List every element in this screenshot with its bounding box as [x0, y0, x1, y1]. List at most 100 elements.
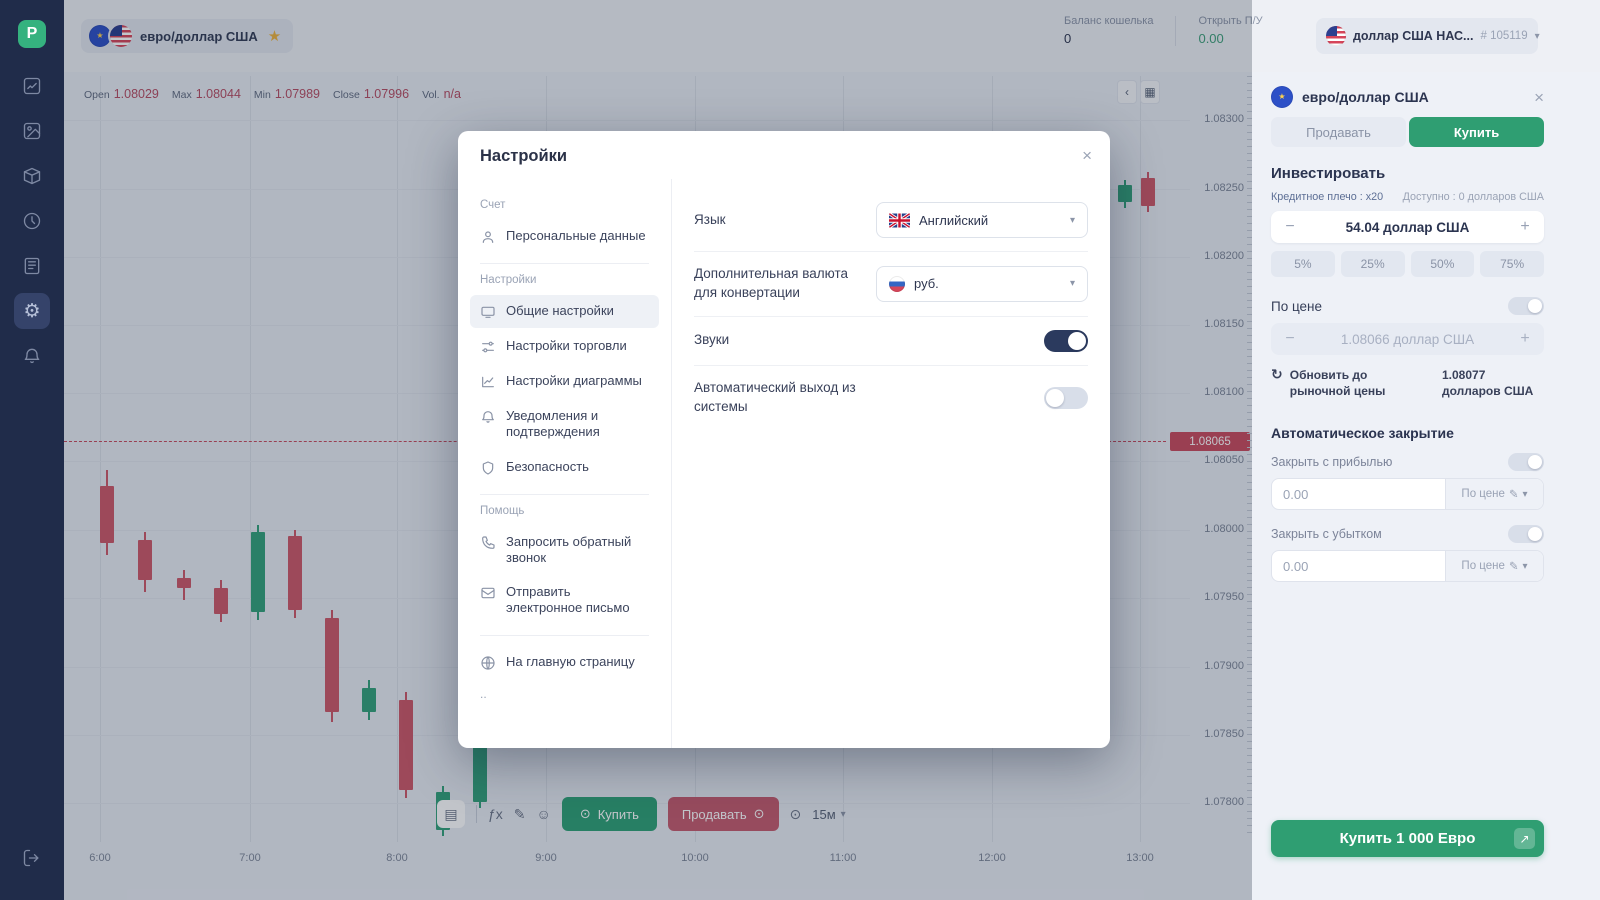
language-dropdown[interactable]: Английский ▾	[876, 202, 1088, 238]
take-profit-toggle[interactable]	[1508, 453, 1544, 472]
pair-name: евро/доллар США	[140, 28, 258, 44]
percent-button[interactable]: 75%	[1480, 251, 1544, 277]
candle-body	[288, 536, 302, 610]
plus-button[interactable]: +	[1520, 330, 1530, 347]
tab-sell[interactable]: Продавать	[1271, 117, 1406, 147]
history-clock-icon[interactable]	[14, 203, 50, 239]
candle-body	[473, 735, 487, 802]
nav-item-general-settings[interactable]: Общие настройки	[470, 295, 659, 328]
take-profit-mode-dropdown[interactable]: По цене ✎ ▾	[1445, 479, 1543, 510]
settings-modal: Настройки × Счет Персональные данные Нас…	[458, 131, 1110, 748]
account-name: доллар США НАС...	[1353, 29, 1474, 43]
stop-loss-input[interactable]: 0.00	[1283, 558, 1309, 574]
scroll-left-button[interactable]: ‹	[1117, 80, 1137, 104]
nav-section-help: Помощь	[480, 504, 525, 517]
ohlc-readout: Open 1.08029 Max 1.08044 Min 1.07989 Close 1…	[84, 87, 461, 101]
trade-panel: ★ евро/доллар США × Продавать Купить Инв…	[1252, 72, 1600, 900]
leverage-label[interactable]: Кредитное плечо : x20	[1271, 191, 1384, 203]
nav-item-personal-data[interactable]: Персональные данные	[470, 220, 659, 253]
stop-loss-mode-dropdown[interactable]: По цене ✎ ▾	[1445, 551, 1543, 582]
bell-icon	[482, 411, 494, 423]
price-axis-label: 1.08250	[1204, 182, 1244, 194]
minus-button[interactable]: −	[1285, 218, 1295, 235]
account-selector[interactable]: доллар США НАС... # 105119 ▾	[1316, 18, 1540, 54]
chevron-down-icon: ▾	[1522, 560, 1528, 572]
nav-item-notifications[interactable]: Уведомления и подтверждения	[470, 400, 659, 449]
sentiment-icon[interactable]: ☺	[536, 806, 551, 822]
candle-body	[138, 540, 152, 580]
notifications-bell-icon[interactable]	[14, 338, 50, 374]
app-logo[interactable]: P	[18, 20, 46, 48]
divider	[480, 263, 649, 264]
gridline-vertical	[100, 76, 101, 842]
time-axis-label: 12:00	[978, 852, 1006, 864]
nav-item-callback[interactable]: Запросить обратный звонок	[470, 526, 659, 575]
divider	[480, 634, 649, 636]
mail-icon	[481, 587, 495, 599]
percent-button[interactable]: 50%	[1410, 251, 1475, 277]
percent-button[interactable]: 25%	[1340, 251, 1405, 277]
price-axis-label: 1.08100	[1204, 386, 1244, 398]
amount-value[interactable]: 54.04 доллар США	[1345, 219, 1470, 235]
layout-icon[interactable]: ▤	[437, 800, 465, 828]
refresh-market-price-button[interactable]: ↻ Обновить до рыночной цены	[1271, 366, 1386, 399]
price-axis-label: 1.07950	[1204, 591, 1244, 603]
logout-icon[interactable]	[14, 840, 50, 876]
nav-item-chart-settings[interactable]: Настройки диаграммы	[470, 365, 659, 398]
time-axis-label: 13:00	[1126, 852, 1154, 864]
buy-submit-button[interactable]: Купить 1 000 Евро ↗	[1271, 820, 1544, 857]
phone-icon	[482, 535, 495, 549]
calendar-button[interactable]: ▦	[1140, 80, 1160, 104]
favorite-star-icon[interactable]: ★	[267, 28, 282, 45]
nav-item-home-page[interactable]: На главную страницу	[470, 646, 659, 679]
indicators-fx-icon[interactable]: ƒx	[488, 806, 503, 822]
percent-button[interactable]: 5%	[1271, 251, 1335, 277]
auto-logout-toggle[interactable]	[1044, 386, 1088, 409]
products-box-icon[interactable]	[14, 158, 50, 194]
extra-currency-label: Дополнительная валюта для конвертации	[694, 266, 848, 300]
account-id: # 105119	[1480, 30, 1528, 42]
tab-buy[interactable]: Купить	[1409, 117, 1544, 147]
language-label: Язык	[694, 211, 726, 227]
timer-icon: ⊙	[753, 806, 765, 821]
plus-button[interactable]: +	[1520, 218, 1530, 235]
ohlc-open: 1.08029	[113, 87, 159, 101]
sounds-toggle[interactable]	[1044, 329, 1088, 352]
time-axis-label: 10:00	[681, 852, 709, 864]
eu-flag-icon: ★	[89, 25, 111, 47]
take-profit-input[interactable]: 0.00	[1283, 486, 1309, 502]
candle-body	[1141, 178, 1155, 206]
currency-dropdown[interactable]: руб. ▾	[876, 265, 1088, 302]
panel-close-icon[interactable]: ×	[1534, 87, 1544, 107]
minus-button[interactable]: −	[1285, 330, 1295, 347]
open-pl-value: 0.00	[1198, 31, 1224, 46]
drawing-pencil-icon[interactable]: ✎	[513, 805, 526, 822]
by-price-toggle[interactable]	[1508, 297, 1544, 315]
timer-settings-icon[interactable]: ⊙	[789, 805, 802, 822]
wallet-balance-value: 0	[1064, 31, 1072, 46]
dashboard-icon[interactable]	[14, 68, 50, 104]
stop-loss-toggle[interactable]	[1508, 525, 1544, 544]
settings-gear-icon[interactable]: ⚙	[14, 293, 50, 329]
monitor-icon	[481, 306, 495, 318]
chart-sell-button[interactable]: Продавать ⊙	[667, 797, 779, 831]
nav-section-settings: Настройки	[480, 274, 537, 286]
journal-icon[interactable]	[14, 248, 50, 284]
price-axis-label: 1.08000	[1204, 523, 1244, 535]
nav-item-security[interactable]: Безопасность	[470, 451, 659, 484]
modal-close-icon[interactable]: ×	[1082, 146, 1092, 165]
price-axis-label: 1.08050	[1204, 454, 1244, 466]
pair-selector[interactable]: ★ евро/доллар США ★	[81, 19, 294, 53]
chart-nav: ‹ ▦	[1117, 80, 1160, 104]
gridline-horizontal	[64, 120, 1190, 121]
chart-buy-button[interactable]: ⊙ Купить	[561, 797, 657, 831]
sliders-icon	[482, 341, 494, 353]
image-icon[interactable]	[14, 113, 50, 149]
timeframe-selector[interactable]: 15м ▾	[812, 806, 846, 822]
chevron-down-icon: ▾	[840, 808, 846, 820]
nav-item-trading-settings[interactable]: Настройки торговли	[470, 330, 659, 363]
price-value[interactable]: 1.08066 доллар США	[1340, 331, 1475, 347]
nav-item-send-email[interactable]: Отправить электронное письмо	[470, 576, 659, 625]
panel-pair-title: евро/доллар США	[1302, 89, 1429, 105]
candle-body	[100, 486, 114, 543]
